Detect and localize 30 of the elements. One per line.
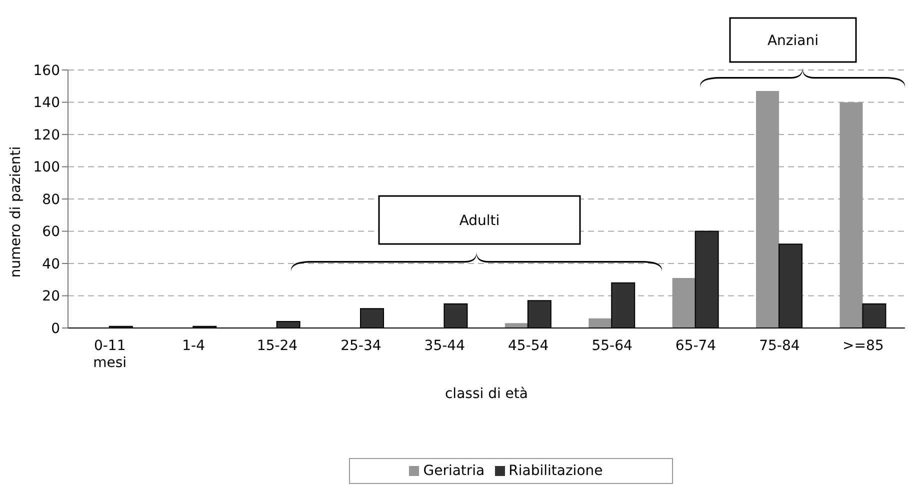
bar [840, 102, 863, 328]
x-tick-label: 55-64 [592, 338, 632, 354]
legend-label: Riabilitazione [508, 463, 603, 479]
bar [672, 278, 696, 328]
x-tick-label: 45-54 [508, 338, 549, 354]
legend-label: Geriatria [423, 463, 485, 479]
y-tick-label: 60 [42, 224, 60, 240]
x-tick-label: 1-4 [182, 338, 206, 354]
x-tick-label: 35-44 [424, 338, 466, 354]
x-tick-label: 15-24 [256, 338, 298, 354]
text: Anziani [767, 33, 819, 49]
annotation: Adulti [459, 213, 500, 229]
bar [756, 90, 780, 328]
bar [588, 318, 612, 328]
x-axis-title: classi di età [444, 386, 528, 402]
x-tick-label: 75-84 [759, 338, 800, 354]
bar [504, 323, 528, 328]
x-tick-label: 65-74 [675, 338, 716, 354]
y-tick-label: 40 [42, 256, 60, 272]
y-tick-label: 20 [42, 288, 60, 305]
y-tick-label: 160 [33, 62, 60, 79]
y-tick-label: 80 [42, 192, 60, 208]
y-tick-label: 120 [33, 127, 60, 144]
y-tick-label: 0 [51, 320, 60, 337]
y-tick-label: 140 [33, 95, 60, 112]
x-tick-label: 25-34 [340, 338, 382, 354]
x-tick-label: 0-11 mesi [93, 338, 127, 371]
y-axis-title: numero di pazienti [8, 146, 24, 278]
x-tick-label: >=85 [842, 338, 884, 354]
y-tick-label: 100 [33, 160, 60, 176]
